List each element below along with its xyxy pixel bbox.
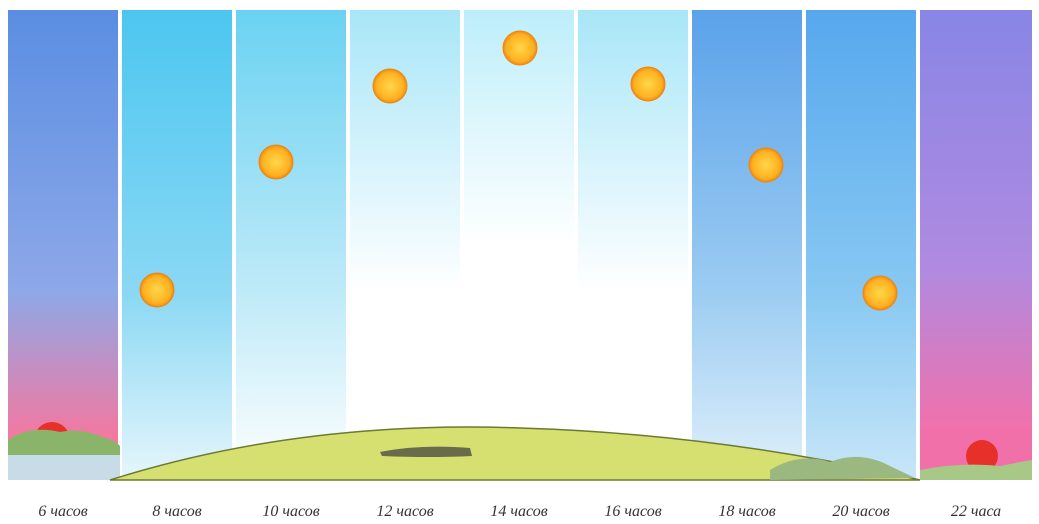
sky [806,10,916,480]
sun [631,67,665,101]
sun [259,145,293,179]
sky [8,10,118,480]
sky [692,10,802,480]
sky-columns [8,10,1032,480]
sun [373,69,407,103]
time-label: 14 часов [490,503,547,520]
time-label: 18 часов [718,503,775,520]
time-label: 10 часов [262,503,319,520]
sun [749,148,783,182]
sky [464,10,574,480]
water [8,455,120,480]
sun [140,273,174,307]
sun [863,276,897,310]
time-label: 22 часа [951,503,1001,520]
time-label: 12 часов [376,503,433,520]
sky [920,10,1032,480]
time-label: 20 часов [832,503,889,520]
time-label: 16 часов [604,503,661,520]
sky [122,10,232,480]
sky [236,10,346,480]
scene: 6 часов 8 часов 10 часов 12 часов 14 часов 16… [0,0,1039,524]
time-label: 8 часов [152,503,201,520]
sun [503,31,537,65]
time-label: 6 часов [38,503,87,520]
time-labels: 6 часов 8 часов 10 часов 12 часов 14 часов 16… [38,503,1001,520]
